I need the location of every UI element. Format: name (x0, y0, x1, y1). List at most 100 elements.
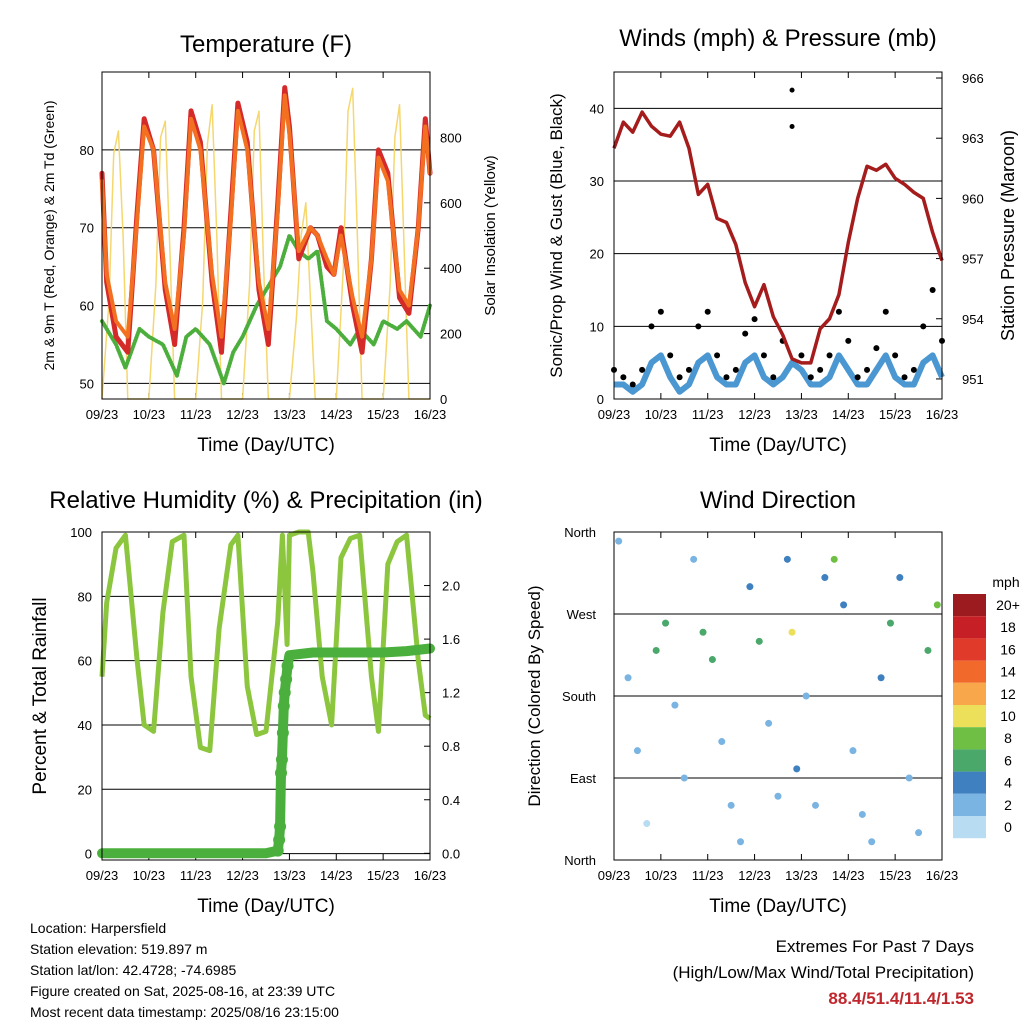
x-tick-label: 10/23 (645, 407, 678, 422)
x-tick-label: 11/23 (692, 407, 724, 422)
y2-axis-label: Solar Insolation (Yellow) (482, 155, 499, 315)
legend-title: mph (992, 574, 1019, 590)
gust-point (657, 308, 664, 315)
chart-title: Wind Direction (700, 487, 856, 514)
y2-tick-label: 400 (440, 261, 462, 276)
gust-point (667, 352, 674, 359)
chart-title: Temperature (F) (180, 31, 352, 58)
chart-title: Winds (mph) & Pressure (mb) (619, 25, 936, 52)
y2-axis-label: Station Pressure (Maroon) (998, 130, 1018, 341)
y2-tick-label: 0.0 (442, 846, 460, 861)
extremes-box: Extremes For Past 7 Days (High/Low/Max W… (673, 934, 974, 1012)
gust-point (685, 366, 692, 373)
y2-tick-label: 600 (440, 196, 462, 211)
y-axis-label: 2m & 9m T (Red, Orange) & 2m Td (Green) (41, 101, 57, 371)
gust-point (807, 374, 814, 381)
direction-point (868, 838, 876, 846)
x-tick-label: 10/23 (133, 868, 166, 883)
gust-point (873, 345, 880, 352)
gust-point (620, 374, 627, 381)
direction-point (746, 583, 754, 591)
gust-point (723, 374, 730, 381)
gust-point (882, 308, 889, 315)
direction-point (811, 801, 819, 809)
legend-label: 8 (1004, 730, 1012, 746)
legend-label: 12 (1000, 686, 1016, 702)
gust-point (789, 124, 795, 129)
y-tick-label: 100 (70, 525, 92, 540)
legend-label: 16 (1000, 641, 1016, 657)
y-tick-label: 70 (80, 221, 94, 236)
gust-point (845, 337, 852, 344)
x-tick-label: 12/23 (226, 407, 259, 422)
direction-point (718, 738, 726, 746)
direction-point (643, 820, 651, 828)
x-tick-label: 14/23 (832, 868, 865, 883)
y2-tick-label: 957 (962, 252, 984, 267)
gust-point (770, 374, 777, 381)
y-tick-label: 0 (597, 392, 604, 407)
gust-point (676, 374, 683, 381)
x-tick-label: 09/23 (86, 407, 119, 422)
x-tick-label: 16/23 (414, 407, 447, 422)
x-tick-label: 13/23 (785, 868, 818, 883)
x-axis-label: Time (Day/UTC) (709, 435, 847, 456)
direction-point (671, 701, 679, 709)
legend-swatch (953, 793, 986, 816)
y-tick-label: 0 (85, 847, 92, 862)
x-tick-label: 15/23 (879, 407, 912, 422)
x-tick-label: 12/23 (738, 407, 771, 422)
direction-point (690, 555, 698, 563)
legend-swatch (953, 749, 986, 772)
gust-point (826, 352, 833, 359)
y2-tick-label: 1.2 (442, 686, 460, 701)
direction-point (849, 747, 857, 755)
x-tick-label: 11/23 (692, 868, 724, 883)
y-tick-label: 80 (80, 143, 94, 158)
y2-tick-label: 0 (440, 392, 447, 407)
gust-point (910, 366, 917, 373)
y-tick-label: West (567, 607, 597, 622)
legend-swatch (953, 660, 986, 683)
t9m-line (100, 93, 432, 339)
direction-point (788, 628, 796, 636)
gust-point (789, 87, 795, 93)
y2-tick-label: 0.8 (442, 739, 460, 754)
x-tick-label: 15/23 (879, 868, 912, 883)
direction-point (662, 619, 670, 627)
x-tick-label: 09/23 (86, 868, 119, 883)
y-tick-label: 60 (80, 299, 94, 314)
direction-point (793, 765, 801, 773)
y-tick-label: East (570, 771, 596, 786)
gust-point (704, 308, 711, 315)
direction-point (840, 601, 848, 609)
x-tick-label: 16/23 (926, 407, 959, 422)
direction-point (615, 537, 623, 545)
y-tick-label: 20 (78, 782, 92, 797)
direction-point (821, 574, 829, 582)
y-tick-label: 10 (590, 319, 604, 334)
y-tick-label: 20 (590, 247, 604, 262)
gust-point (751, 316, 758, 323)
x-axis-label: Time (Day/UTC) (197, 896, 335, 917)
y2-tick-label: 800 (440, 130, 462, 145)
gust-point (929, 287, 936, 293)
x-tick-label: 09/23 (598, 868, 631, 883)
direction-point (680, 774, 688, 782)
legend-label: 20+ (996, 597, 1020, 613)
legend-label: 18 (1000, 619, 1016, 635)
x-axis-label: Time (Day/UTC) (709, 896, 847, 917)
x-tick-label: 13/23 (785, 407, 818, 422)
gust-point (798, 352, 805, 359)
precip-point (277, 700, 290, 713)
x-tick-label: 12/23 (738, 868, 771, 883)
gust-point (864, 366, 871, 373)
recent-timestamp-text: Most recent data timestamp: 2025/08/16 2… (30, 1004, 339, 1020)
x-tick-label: 10/23 (645, 868, 678, 883)
y-tick-label: 50 (80, 376, 94, 391)
chart-title: Relative Humidity (%) & Precipitation (i… (49, 487, 482, 514)
gust-point (920, 323, 927, 330)
y-tick-label: North (564, 525, 596, 540)
gust-point (648, 323, 655, 330)
legend-label: 4 (1004, 775, 1012, 791)
